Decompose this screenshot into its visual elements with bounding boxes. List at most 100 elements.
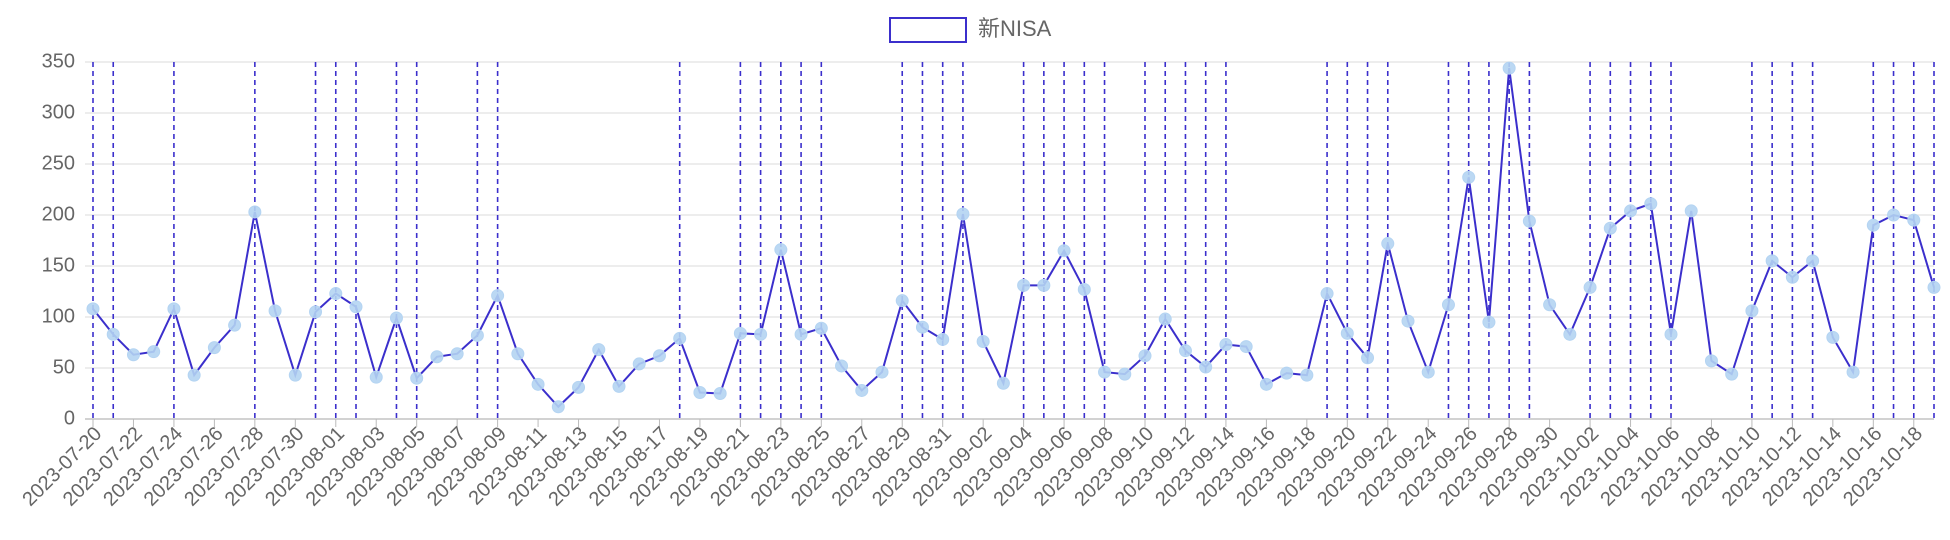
point [349, 300, 363, 314]
point [309, 305, 323, 319]
point [1401, 314, 1415, 328]
point [1199, 360, 1213, 374]
point [1462, 170, 1476, 184]
point [1017, 278, 1031, 292]
point [1624, 204, 1638, 218]
point [936, 332, 950, 346]
point [1927, 280, 1941, 294]
point [1239, 340, 1253, 354]
point [248, 205, 262, 219]
point [1259, 377, 1273, 391]
y-tick-label: 350 [42, 50, 75, 72]
point [410, 371, 424, 385]
point [1866, 218, 1880, 232]
point [956, 207, 970, 221]
y-tick-label: 200 [42, 203, 75, 225]
point [1482, 315, 1496, 329]
point [1725, 367, 1739, 381]
point [1219, 338, 1233, 352]
point [228, 318, 242, 332]
y-tick-label: 0 [64, 407, 75, 429]
point [1603, 221, 1617, 235]
point [1846, 365, 1860, 379]
point [430, 350, 444, 364]
point [1138, 349, 1152, 363]
point [531, 377, 545, 391]
point [1037, 278, 1051, 292]
point [572, 380, 586, 394]
point [1057, 244, 1071, 258]
y-tick-label: 300 [42, 101, 75, 123]
point [835, 359, 849, 373]
point [389, 311, 403, 325]
point [713, 387, 727, 400]
point [1563, 327, 1577, 341]
point [369, 370, 383, 384]
point [1441, 298, 1455, 312]
point [1178, 344, 1192, 358]
point [1158, 312, 1172, 326]
point [1118, 367, 1132, 381]
point [1583, 280, 1597, 294]
point [1887, 208, 1901, 222]
y-tick-label: 50 [53, 356, 75, 378]
legend-swatch [889, 17, 967, 43]
point [875, 365, 889, 379]
point [86, 302, 100, 316]
y-tick-label: 100 [42, 305, 75, 327]
point [187, 368, 201, 382]
point [329, 287, 343, 301]
point [470, 328, 484, 342]
point [673, 331, 687, 345]
point [1077, 282, 1091, 296]
point [996, 376, 1010, 390]
point [1300, 368, 1314, 382]
point [1704, 354, 1718, 368]
point [1543, 298, 1557, 312]
point [1826, 330, 1840, 344]
point [1381, 237, 1395, 251]
point [855, 383, 869, 397]
point [632, 357, 646, 371]
point [794, 327, 808, 341]
point [1664, 327, 1678, 341]
point [126, 348, 140, 362]
point [1684, 204, 1698, 218]
point [1806, 254, 1820, 268]
point [511, 347, 525, 361]
point [491, 289, 505, 303]
point [1361, 351, 1375, 365]
point [268, 304, 282, 318]
y-tick-label: 250 [42, 152, 75, 174]
point [652, 349, 666, 363]
point [106, 327, 120, 341]
point [1785, 270, 1799, 284]
point [167, 302, 181, 316]
point [976, 334, 990, 348]
point [733, 326, 747, 340]
point [1644, 197, 1658, 211]
point [915, 320, 929, 334]
point [895, 294, 909, 308]
point [1280, 366, 1294, 380]
series-line [92, 67, 1935, 409]
point [1502, 61, 1516, 75]
point [814, 321, 828, 335]
point [147, 345, 161, 359]
point [754, 327, 768, 341]
y-tick-label: 150 [42, 254, 75, 276]
point [207, 341, 221, 355]
point [288, 368, 302, 382]
point [592, 343, 606, 357]
point [1340, 326, 1354, 340]
point [1320, 287, 1334, 301]
point [1522, 214, 1536, 228]
point [551, 400, 565, 414]
point [450, 347, 464, 361]
point [612, 379, 626, 393]
point [693, 385, 707, 399]
point [1098, 365, 1112, 379]
point [1765, 254, 1779, 268]
point [1421, 365, 1435, 379]
